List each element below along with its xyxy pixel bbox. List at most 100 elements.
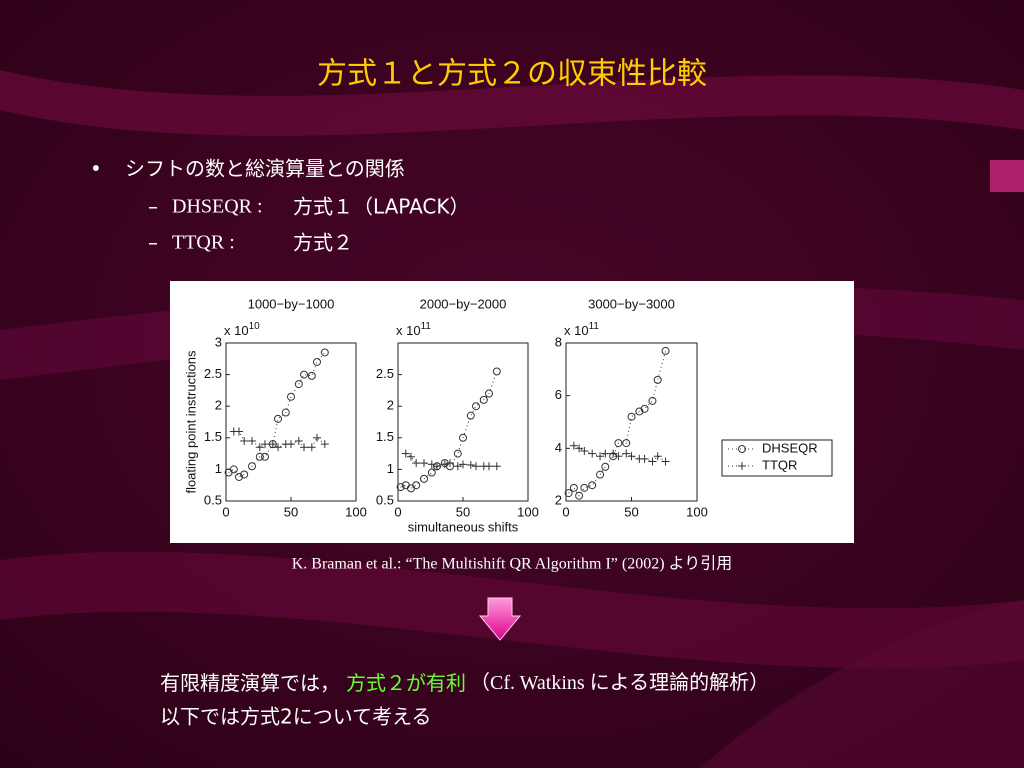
marker <box>453 449 462 458</box>
y-tick-label: 2.5 <box>204 366 222 381</box>
marker <box>294 436 303 445</box>
marker <box>268 440 277 449</box>
exponent-power: 11 <box>589 321 600 332</box>
conclusion-line: 以下では方式2について考える <box>160 705 432 729</box>
marker <box>596 470 605 479</box>
sub-label: TTQR : <box>172 232 235 254</box>
y-tick-label: 1.5 <box>376 429 394 444</box>
marker <box>661 457 670 466</box>
marker <box>396 483 405 492</box>
marker <box>564 489 573 498</box>
marker <box>580 446 589 455</box>
highlight: 方式２が有利 <box>346 671 466 695</box>
marker <box>235 472 243 481</box>
marker <box>609 449 618 458</box>
marker <box>240 470 249 479</box>
marker <box>472 462 480 471</box>
dash: – <box>148 231 158 255</box>
sub-label: DHSEQR : <box>172 196 263 218</box>
marker <box>627 412 636 421</box>
marker <box>622 449 631 458</box>
marker <box>459 460 467 469</box>
marker <box>614 452 623 461</box>
marker <box>738 445 746 453</box>
text: 有限精度演算では， <box>160 671 340 695</box>
marker <box>485 462 493 471</box>
swoosh <box>700 600 1024 768</box>
series-line <box>568 350 667 497</box>
marker <box>261 440 269 449</box>
marker <box>492 462 501 471</box>
marker <box>320 440 329 449</box>
x-tick-label: 0 <box>222 504 229 519</box>
marker <box>287 392 295 401</box>
marker <box>575 444 584 453</box>
y-tick-label: 1.5 <box>204 429 222 444</box>
x-tick-label: 50 <box>624 504 638 519</box>
exponent-base: x 10 <box>564 323 589 338</box>
exponent-power: 10 <box>249 321 261 332</box>
marker <box>420 474 428 483</box>
legend-label: DHSEQR <box>762 440 818 455</box>
marker <box>229 465 238 474</box>
x-tick-label: 0 <box>562 504 569 519</box>
marker <box>738 462 746 470</box>
x-tick-label: 50 <box>284 504 298 519</box>
marker <box>401 449 410 458</box>
marker <box>427 468 436 477</box>
conclusion-line: 有限精度演算では， 方式２が有利 （Cf. Watkins による理論的解析） <box>160 671 769 695</box>
marker <box>661 346 670 355</box>
figure-panel <box>170 281 854 543</box>
marker <box>412 481 421 490</box>
y-tick-label: 2.5 <box>376 366 394 381</box>
marker <box>248 462 256 471</box>
marker <box>255 443 264 452</box>
marker <box>627 452 636 461</box>
bullet-mark: • <box>90 157 102 181</box>
exponent-base: x 10 <box>224 323 249 338</box>
marker <box>440 460 449 469</box>
marker <box>300 370 308 379</box>
x-tick-label: 100 <box>517 504 539 519</box>
x-axis-label: simultaneous shifts <box>408 519 519 534</box>
marker <box>640 454 649 463</box>
marker <box>320 348 329 357</box>
marker <box>614 439 623 448</box>
marker <box>596 452 605 461</box>
marker <box>281 408 290 417</box>
y-axis-label: floating point instructions <box>183 350 198 494</box>
marker <box>648 396 657 405</box>
marker <box>240 436 249 445</box>
chart-title: 2000−by−2000 <box>420 296 507 311</box>
y-tick-label: 1 <box>387 461 394 476</box>
chart-title: 1000−by−1000 <box>248 296 335 311</box>
x-tick-label: 0 <box>394 504 401 519</box>
marker <box>307 371 316 380</box>
exponent-power: 11 <box>421 321 432 332</box>
marker <box>580 483 589 492</box>
y-tick-label: 8 <box>555 334 562 349</box>
dash: – <box>148 195 158 219</box>
marker <box>433 462 441 471</box>
y-tick-label: 6 <box>555 387 562 402</box>
bullet: シフトの数と総演算量との関係 <box>125 157 405 181</box>
marker <box>648 457 657 466</box>
marker <box>492 367 501 376</box>
marker <box>235 427 243 436</box>
sub-desc: 方式２ <box>293 231 353 255</box>
exponent-base: x 10 <box>396 323 421 338</box>
marker <box>313 357 321 366</box>
marker <box>313 433 321 442</box>
y-tick-label: 1 <box>215 461 222 476</box>
marker <box>472 402 480 411</box>
marker <box>427 460 436 469</box>
marker <box>622 439 631 448</box>
tab <box>990 160 1024 192</box>
marker <box>294 380 303 389</box>
y-tick-label: 0.5 <box>376 492 394 507</box>
marker <box>575 491 584 500</box>
marker <box>300 443 308 452</box>
citation: K. Braman et al.: “The Multishift QR Alg… <box>292 555 733 573</box>
marker <box>466 460 475 469</box>
